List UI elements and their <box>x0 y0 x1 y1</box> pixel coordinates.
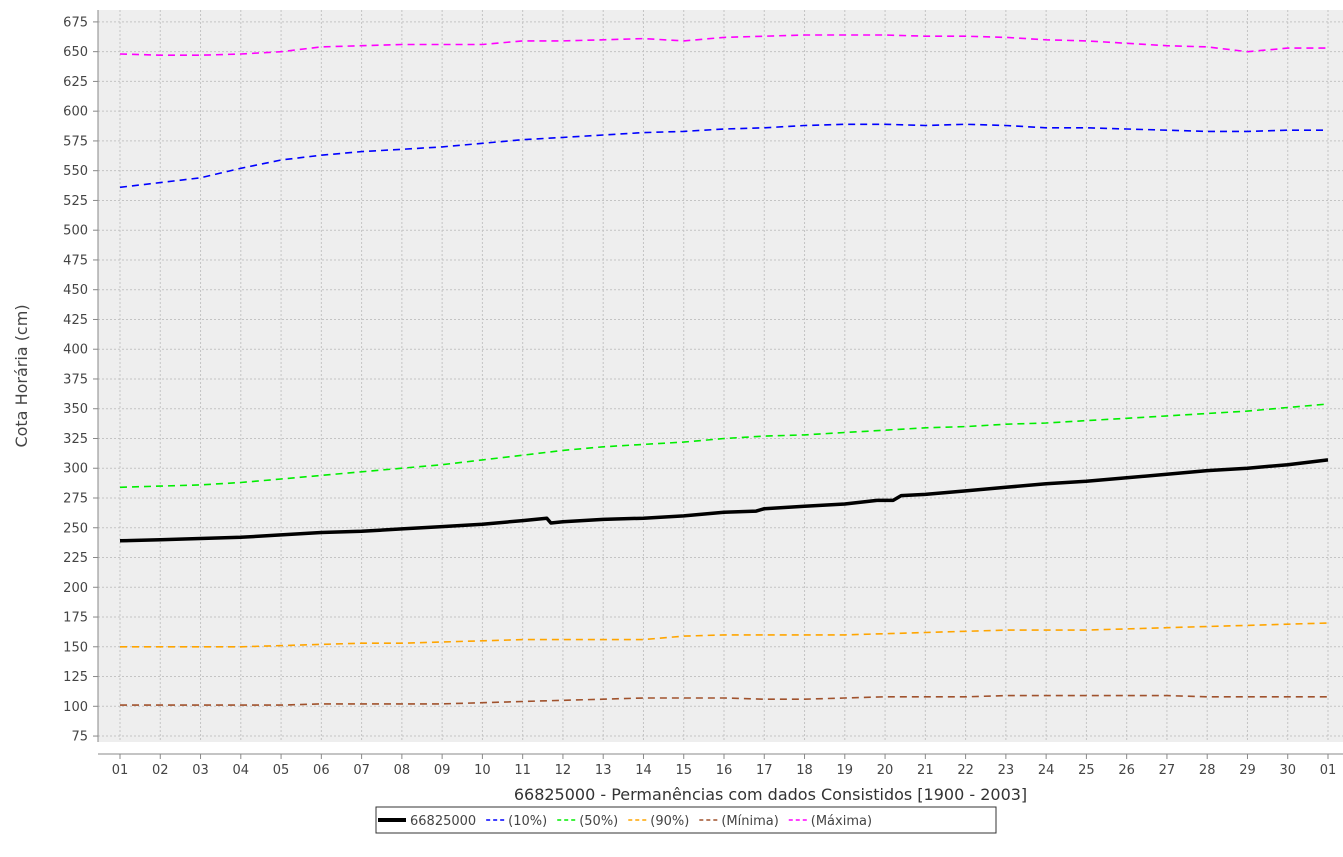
x-tick-label: 19 <box>837 763 854 778</box>
y-tick-label: 350 <box>63 402 88 417</box>
y-tick-label: 550 <box>63 164 88 179</box>
y-tick-label: 325 <box>63 432 88 447</box>
y-tick-label: 675 <box>63 15 88 30</box>
y-tick-label: 475 <box>63 253 88 268</box>
x-tick-label: 05 <box>273 763 290 778</box>
legend-item: 66825000 <box>378 814 476 829</box>
series-line-3 <box>119 403 1329 489</box>
legend-item: (Mínima) <box>699 814 779 829</box>
series-line-1 <box>119 458 1329 543</box>
x-axis-title: 66825000 - Permanências com dados Consis… <box>514 785 1027 804</box>
x-tick-label: 23 <box>998 763 1015 778</box>
x-tick-label: 10 <box>474 763 491 778</box>
x-tick-label: 30 <box>1279 763 1296 778</box>
x-tick-label: 14 <box>635 763 652 778</box>
legend-item: (50%) <box>557 814 618 829</box>
x-tick-label: 24 <box>1038 763 1055 778</box>
legend-box <box>375 806 997 834</box>
x-tick-label: 09 <box>434 763 451 778</box>
x-tick-label: 11 <box>514 763 531 778</box>
x-tick-label: 15 <box>675 763 692 778</box>
x-tick-label: 07 <box>353 763 370 778</box>
legend-label: (50%) <box>579 814 618 829</box>
y-tick-label: 600 <box>63 105 88 120</box>
y-tick-label: 200 <box>63 581 88 596</box>
y-tick-label: 425 <box>63 313 88 328</box>
x-tick-label: 22 <box>957 763 974 778</box>
legend-label: (Mínima) <box>721 814 778 829</box>
y-tick-label: 100 <box>63 700 88 715</box>
legend-label: (Máxima) <box>811 814 872 829</box>
x-tick-label: 29 <box>1239 763 1256 778</box>
x-tick-label: 17 <box>756 763 773 778</box>
y-tick-label: 375 <box>63 372 88 387</box>
series-line-6 <box>119 34 1328 57</box>
y-axis-title: Cota Horária (cm) <box>12 304 31 447</box>
x-tick-label: 01 <box>112 763 129 778</box>
x-tick-label: 06 <box>313 763 330 778</box>
legend-item: (90%) <box>628 814 689 829</box>
legend-label: (10%) <box>508 814 547 829</box>
x-tick-label: 18 <box>796 763 813 778</box>
y-tick-label: 450 <box>63 283 88 298</box>
y-tick-label: 150 <box>63 640 88 655</box>
y-tick-label: 525 <box>63 194 88 209</box>
legend-item: (Máxima) <box>788 814 872 829</box>
y-tick-label: 650 <box>63 45 88 60</box>
x-tick-label: 20 <box>877 763 894 778</box>
legend-label: 66825000 <box>410 814 476 829</box>
series-line-2 <box>119 123 1328 189</box>
x-tick-label: 28 <box>1199 763 1216 778</box>
x-tick-label: 16 <box>716 763 733 778</box>
y-tick-label: 625 <box>63 75 88 90</box>
x-tick-label: 02 <box>152 763 169 778</box>
legend-item: (10%) <box>486 814 547 829</box>
x-tick-label: 27 <box>1159 763 1176 778</box>
y-tick-label: 175 <box>63 611 88 626</box>
y-tick-label: 225 <box>63 551 88 566</box>
y-tick-label: 300 <box>63 462 88 477</box>
x-tick-label: 25 <box>1078 763 1095 778</box>
y-tick-label: 250 <box>63 521 88 536</box>
plot-area <box>98 10 1343 742</box>
x-tick-label: 21 <box>917 763 934 778</box>
y-tick-label: 400 <box>63 343 88 358</box>
y-tick-label: 125 <box>63 670 88 685</box>
x-tick-label: 26 <box>1118 763 1135 778</box>
x-tick-label: 08 <box>394 763 411 778</box>
series-line-4 <box>120 622 1329 648</box>
y-tick-label: 275 <box>63 492 88 507</box>
y-tick-label: 75 <box>71 730 88 745</box>
x-tick-label: 03 <box>192 763 209 778</box>
x-tick-label: 01 <box>1320 763 1337 778</box>
x-tick-label: 12 <box>555 763 572 778</box>
series-line-5 <box>120 694 1328 706</box>
x-tick-label: 13 <box>595 763 612 778</box>
y-tick-label: 500 <box>63 224 88 239</box>
x-tick-label: 04 <box>233 763 250 778</box>
y-tick-label: 575 <box>63 134 88 149</box>
legend-label: (90%) <box>650 814 689 829</box>
